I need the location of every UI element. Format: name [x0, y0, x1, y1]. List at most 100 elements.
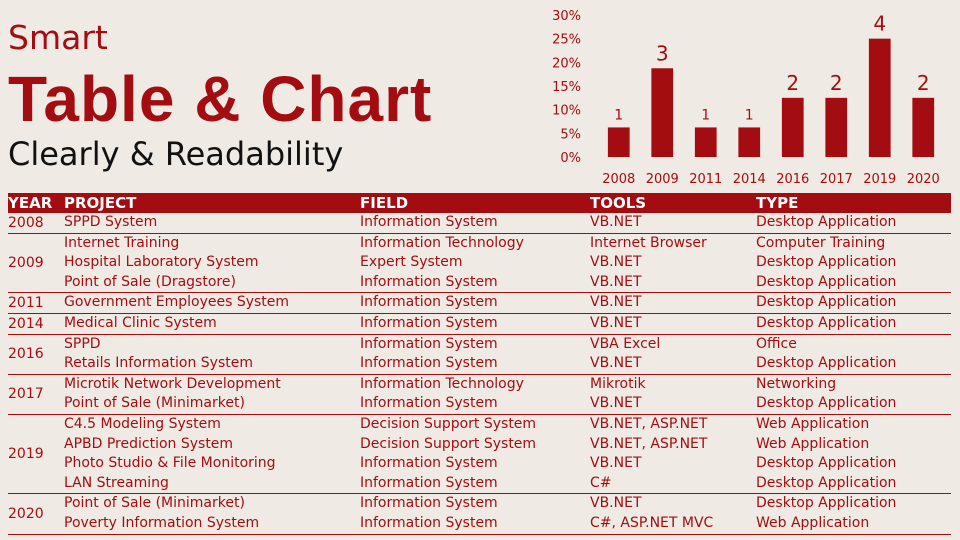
- year-group: 2016 SPPD Information System VBA Excel Offic…: [8, 335, 951, 375]
- bar: [607, 127, 630, 157]
- field-cell: Information System: [360, 355, 498, 372]
- header-type: TYPE: [756, 194, 799, 212]
- type-cell: Desktop Application: [756, 254, 897, 271]
- project-cell: Internet Training: [64, 234, 180, 251]
- field-cell: Information System: [360, 335, 498, 352]
- table-row: Photo Studio & File Monitoring Informatio…: [64, 454, 951, 474]
- tools-cell: VB.NET: [590, 294, 642, 311]
- year-group: 2019 C4.5 Modeling System Decision Support…: [8, 415, 951, 495]
- year-group: 2011 Government Employees System Informati…: [8, 293, 951, 314]
- header-tools: TOOLS: [590, 194, 647, 212]
- project-cell: Medical Clinic System: [64, 314, 217, 331]
- project-cell: Point of Sale (Minimarket): [64, 495, 245, 512]
- table-row: Point of Sale (Minimarket) Information Sy…: [64, 394, 951, 414]
- tools-cell: VB.NET, ASP.NET: [590, 415, 708, 432]
- x-tick-label: 2020: [907, 172, 940, 187]
- table-row: Retails Information System Information Sy…: [64, 354, 951, 374]
- type-cell: Desktop Application: [756, 355, 897, 372]
- data-label: 1: [614, 107, 623, 123]
- bar: [738, 127, 761, 157]
- table-row: SPPD Information System VBA Excel Office: [64, 335, 951, 355]
- type-cell: Computer Training: [756, 234, 886, 251]
- bar: [781, 97, 804, 157]
- project-cell: LAN Streaming: [64, 474, 169, 491]
- title-main: Table & Chart: [8, 63, 433, 135]
- type-cell: Desktop Application: [756, 395, 897, 412]
- tools-cell: VB.NET: [590, 395, 642, 412]
- bar: [912, 97, 935, 157]
- field-cell: Information System: [360, 395, 498, 412]
- table-header: YEAR PROJECT FIELD TOOLS TYPE: [8, 193, 951, 213]
- type-cell: Desktop Application: [756, 495, 897, 512]
- tools-cell: C#: [590, 474, 612, 491]
- year-group: 2014 Medical Clinic System Information Sys…: [8, 314, 951, 335]
- y-tick-label: 10%: [552, 104, 581, 119]
- field-cell: Decision Support System: [360, 435, 537, 452]
- tools-cell: VB.NET: [590, 455, 642, 472]
- field-cell: Information System: [360, 514, 498, 531]
- bar: [868, 38, 891, 157]
- field-cell: Decision Support System: [360, 415, 537, 432]
- tools-cell: VB.NET: [590, 495, 642, 512]
- year-cell: 2009: [8, 254, 44, 271]
- field-cell: Information System: [360, 294, 498, 311]
- project-cell: C4.5 Modeling System: [64, 415, 221, 432]
- title-block: Smart Table & Chart Clearly & Readabilit…: [8, 18, 432, 174]
- table-row: APBD Prediction System Decision Support S…: [64, 435, 951, 455]
- x-tick-label: 2008: [602, 172, 635, 187]
- table-row: C4.5 Modeling System Decision Support Sys…: [64, 415, 951, 435]
- tools-cell: VB.NET: [590, 314, 642, 331]
- year-group: 2008 SPPD System Information System VB.NET D…: [8, 213, 951, 234]
- y-tick-label: 0%: [560, 151, 581, 166]
- x-tick-label: 2019: [863, 172, 896, 187]
- type-cell: Office: [756, 335, 797, 352]
- type-cell: Web Application: [756, 435, 870, 452]
- table-row: Microtik Network Development Information …: [64, 375, 951, 395]
- tools-cell: VB.NET, ASP.NET: [590, 435, 708, 452]
- project-cell: Point of Sale (Minimarket): [64, 395, 245, 412]
- bar: [825, 97, 848, 157]
- type-cell: Desktop Application: [756, 474, 897, 491]
- year-cell: 2008: [8, 214, 44, 231]
- project-cell: Photo Studio & File Monitoring: [64, 455, 276, 472]
- field-cell: Information System: [360, 273, 498, 290]
- data-label: 2: [786, 71, 799, 95]
- project-cell: SPPD System: [64, 214, 158, 230]
- data-label: 3: [656, 41, 669, 65]
- x-tick-label: 2011: [689, 172, 722, 187]
- header-project: PROJECT: [64, 194, 137, 212]
- table-row: SPPD System Information System VB.NET Deskt…: [64, 213, 951, 233]
- y-tick-label: 5%: [560, 127, 581, 142]
- tools-cell: Internet Browser: [590, 234, 707, 251]
- data-label: 2: [830, 71, 843, 95]
- type-cell: Desktop Application: [756, 214, 897, 230]
- x-tick-label: 2014: [733, 172, 766, 187]
- project-cell: Retails Information System: [64, 355, 253, 372]
- header-field: FIELD: [360, 194, 409, 212]
- tools-cell: Mikrotik: [590, 375, 646, 392]
- field-cell: Information System: [360, 214, 498, 230]
- year-cell: 2019: [8, 446, 44, 463]
- year-cell: 2017: [8, 386, 44, 403]
- data-label: 2: [917, 71, 930, 95]
- type-cell: Desktop Application: [756, 314, 897, 331]
- table-row: Point of Sale (Dragstore) Information Sys…: [64, 273, 951, 293]
- year-cell: 2020: [8, 505, 44, 522]
- tools-cell: VB.NET: [590, 355, 642, 372]
- x-tick-label: 2009: [646, 172, 679, 187]
- title-small: Smart: [8, 18, 108, 57]
- type-cell: Networking: [756, 375, 837, 392]
- y-tick-label: 15%: [552, 80, 581, 95]
- year-group: 2020 Point of Sale (Minimarket) Informatio…: [8, 494, 951, 535]
- year-cell: 2014: [8, 315, 44, 332]
- x-tick-label: 2016: [776, 172, 809, 187]
- year-group: 2017 Microtik Network Development Informat…: [8, 375, 951, 415]
- year-group: 2009 Internet Training Information Technol…: [8, 234, 951, 294]
- table-row: Point of Sale (Minimarket) Information Sy…: [64, 494, 951, 514]
- header-year: YEAR: [8, 194, 53, 212]
- tools-cell: VB.NET: [590, 273, 642, 290]
- field-cell: Information System: [360, 495, 498, 512]
- data-label: 1: [701, 107, 710, 123]
- type-cell: Web Application: [756, 415, 870, 432]
- year-cell: 2011: [8, 295, 44, 312]
